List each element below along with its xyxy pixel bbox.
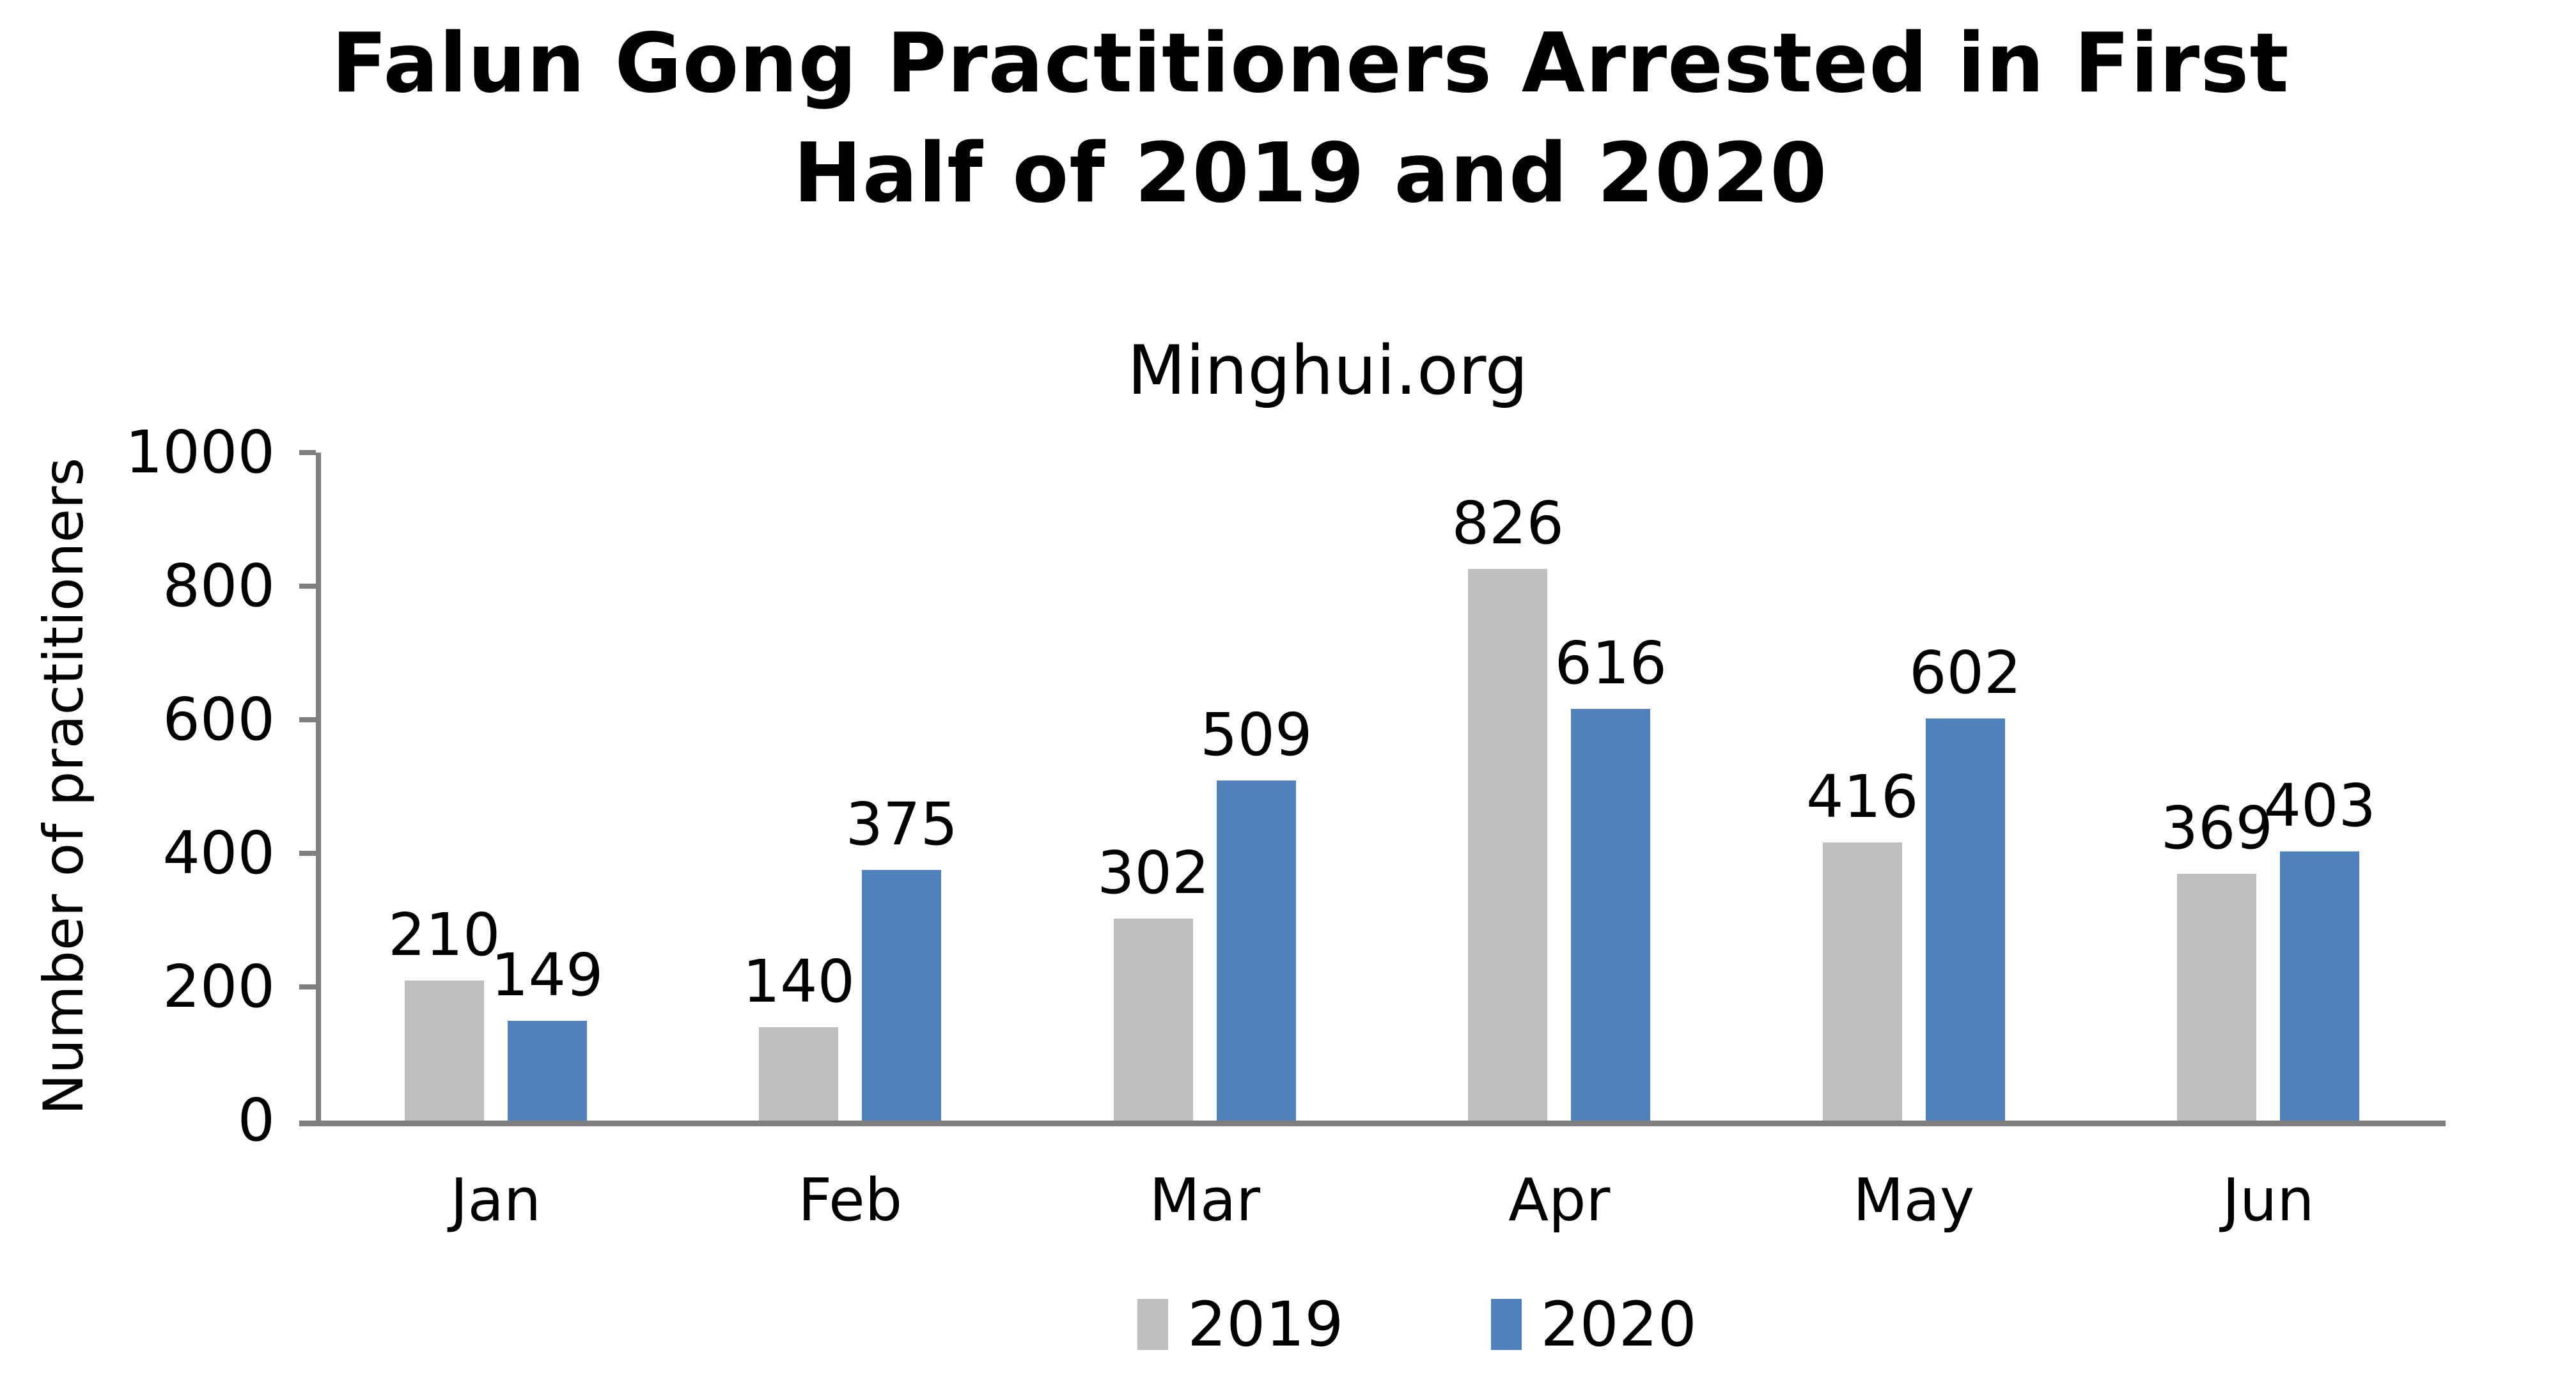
- bar-2019-jan: [404, 980, 484, 1121]
- value-label-2019-jun: 369: [2160, 794, 2274, 863]
- bar-2019-apr: [1468, 568, 1548, 1121]
- value-label-2020-mar: 509: [1199, 701, 1313, 770]
- y-tick-mark: [299, 851, 316, 856]
- legend-swatch-2020: [1490, 1299, 1522, 1350]
- y-tick-label: 200: [162, 952, 275, 1021]
- bar-2020-apr: [1571, 709, 1651, 1121]
- y-tick-label: 800: [162, 552, 275, 620]
- value-label-2020-apr: 616: [1554, 629, 1667, 698]
- value-label-2020-may: 602: [1909, 638, 2022, 707]
- legend-label-2020: 2020: [1540, 1289, 1697, 1360]
- value-label-2019-mar: 302: [1097, 839, 1210, 908]
- chart-title-line-2: Half of 2019 and 2020: [793, 126, 1828, 221]
- x-axis-line: [299, 1121, 2446, 1126]
- y-axis-title: Number of practitioners: [32, 457, 96, 1115]
- value-label-2020-jan: 149: [490, 941, 604, 1010]
- y-tick-label: 400: [162, 819, 275, 887]
- chart-subtitle: Minghui.org: [1127, 331, 1528, 410]
- bar-2019-jun: [2177, 874, 2257, 1121]
- value-label-2019-jan: 210: [387, 900, 501, 969]
- y-tick-mark: [299, 717, 316, 722]
- y-tick-label: 0: [237, 1086, 275, 1154]
- value-label-2019-apr: 826: [1451, 488, 1565, 557]
- legend-label-2019: 2019: [1187, 1289, 1344, 1360]
- bar-2020-jan: [507, 1021, 587, 1121]
- x-tick-label-may: May: [1853, 1166, 1975, 1234]
- x-tick-label-jun: Jun: [2222, 1166, 2314, 1234]
- y-tick-label: 600: [162, 685, 275, 754]
- x-tick-label-mar: Mar: [1149, 1166, 1261, 1234]
- bar-2020-may: [1925, 718, 2005, 1121]
- chart-title: Falun Gong Practitioners Arrested in Fir…: [22, 9, 2576, 229]
- x-tick-label-feb: Feb: [798, 1166, 903, 1234]
- legend: 2019 2020: [354, 1292, 2481, 1356]
- bar-2019-mar: [1113, 919, 1193, 1121]
- x-tick-label-apr: Apr: [1508, 1166, 1611, 1234]
- y-tick-mark: [299, 584, 316, 589]
- x-tick-label-jan: Jan: [450, 1166, 542, 1234]
- value-label-2019-may: 416: [1806, 763, 1919, 832]
- bar-2020-feb: [862, 870, 942, 1121]
- legend-swatch-2019: [1137, 1299, 1169, 1350]
- value-label-2020-jun: 403: [2263, 771, 2377, 840]
- y-tick-label: 1000: [125, 418, 275, 486]
- bar-2019-feb: [759, 1027, 839, 1121]
- y-tick-mark: [299, 450, 316, 455]
- value-label-2019-feb: 140: [742, 947, 855, 1016]
- bar-2019-may: [1822, 842, 1902, 1121]
- bar-2020-mar: [1216, 780, 1296, 1121]
- value-label-2020-feb: 375: [845, 790, 958, 859]
- y-axis-line: [316, 453, 321, 1121]
- bar-2020-jun: [2280, 851, 2360, 1121]
- legend-item-2019: 2019: [1137, 1289, 1344, 1360]
- chart-title-line-1: Falun Gong Practitioners Arrested in Fir…: [331, 16, 2290, 111]
- legend-item-2020: 2020: [1490, 1289, 1697, 1360]
- y-tick-mark: [299, 984, 316, 989]
